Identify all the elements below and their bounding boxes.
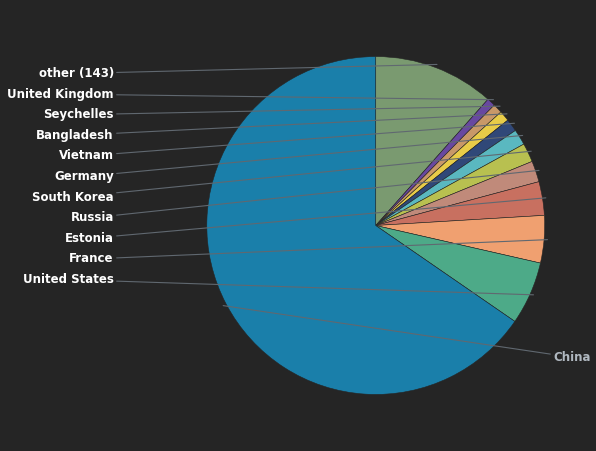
Wedge shape: [375, 105, 501, 226]
Text: Vietnam: Vietnam: [59, 123, 514, 162]
Text: China: China: [223, 306, 591, 364]
Wedge shape: [375, 226, 541, 322]
Text: Bangladesh: Bangladesh: [36, 114, 507, 142]
Wedge shape: [375, 144, 532, 226]
Wedge shape: [375, 161, 539, 226]
Text: France: France: [69, 239, 548, 266]
Text: Seychelles: Seychelles: [44, 106, 500, 121]
Text: South Korea: South Korea: [32, 151, 531, 203]
Text: other (143): other (143): [39, 64, 437, 80]
Text: Russia: Russia: [70, 170, 539, 224]
Wedge shape: [375, 120, 516, 226]
Wedge shape: [375, 112, 508, 226]
Text: Estonia: Estonia: [65, 198, 546, 245]
Wedge shape: [375, 130, 524, 226]
Text: United States: United States: [23, 273, 533, 295]
Wedge shape: [375, 216, 545, 263]
Wedge shape: [375, 99, 494, 226]
Text: Germany: Germany: [54, 135, 523, 183]
Wedge shape: [375, 182, 544, 226]
Wedge shape: [375, 56, 488, 226]
Wedge shape: [207, 56, 515, 395]
Text: United Kingdom: United Kingdom: [7, 87, 493, 101]
